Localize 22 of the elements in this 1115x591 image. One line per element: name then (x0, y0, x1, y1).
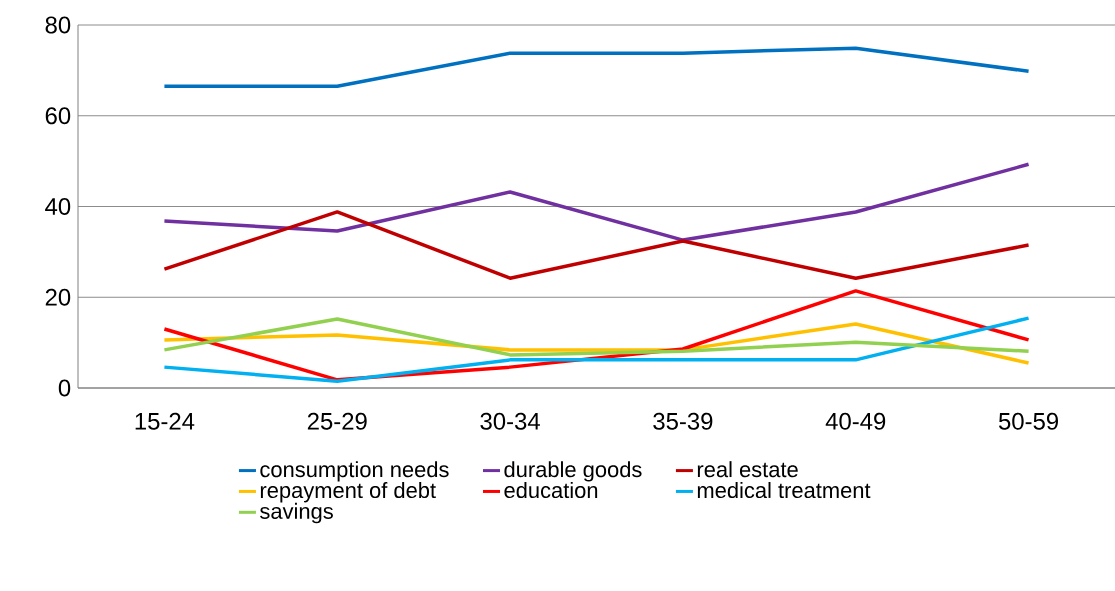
legend-label: savings (260, 502, 333, 524)
y-tick-label: 60 (45, 107, 71, 125)
line-series (162, 162, 1031, 242)
legend-label: real estate (697, 461, 798, 478)
x-tick-label: 30-34 (480, 412, 540, 430)
legend-label: medical treatment (697, 482, 871, 499)
x-tick-label: 15-24 (135, 412, 195, 430)
line-series (162, 317, 1031, 357)
x-tick-label: 25-29 (307, 412, 367, 430)
legend-label: consumption needs (260, 461, 449, 482)
y-tick-label: 20 (45, 288, 71, 306)
line-series (162, 46, 1031, 89)
x-tick-label: 50-59 (998, 412, 1058, 430)
line-series (162, 210, 1031, 280)
y-tick-label: 80 (45, 16, 71, 34)
legend-label: repayment of debt (260, 482, 436, 503)
x-tick-label: 40-49 (825, 412, 886, 430)
y-tick-label: 0 (58, 379, 71, 397)
legend-label: education (504, 482, 598, 499)
y-tick-label: 40 (45, 198, 71, 215)
x-tick-label: 35-39 (653, 412, 713, 430)
legend-label: durable goods (504, 461, 642, 482)
